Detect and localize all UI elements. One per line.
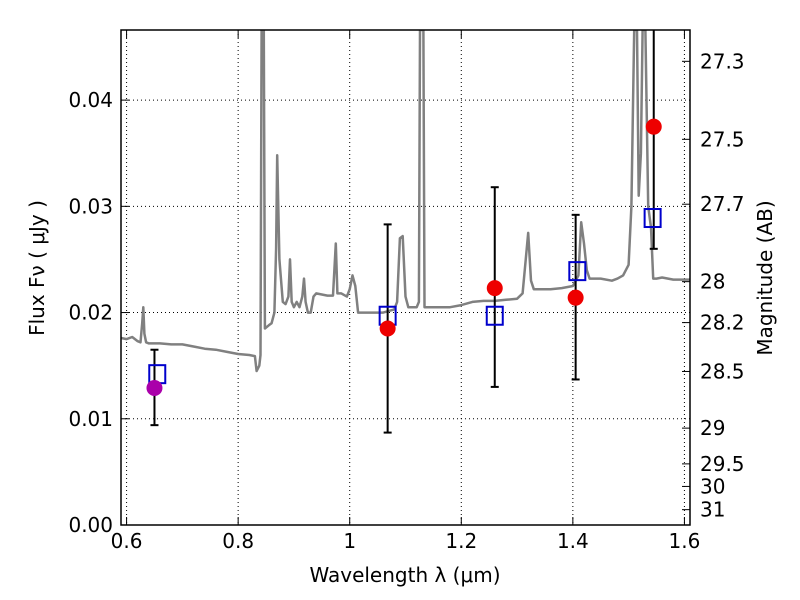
spectrum-line: [121, 30, 690, 373]
right-tick-label: 27.3: [700, 49, 745, 73]
plot-area: [121, 30, 690, 434]
axes: 0.6 0.8 1 1.2 1.4 1.6 0.00 0.01 0.02 0.03 0.04 27.3…: [68, 29, 745, 553]
x-tick-label: 1.4: [557, 529, 589, 553]
y-tick-label: 0.00: [68, 513, 113, 537]
right-tick-label: 27.7: [700, 192, 745, 216]
right-axis-title: Magnitude (AB): [753, 200, 777, 355]
plot-frame: [120, 29, 691, 526]
photometry-point: [486, 280, 503, 297]
model-square-marker: [148, 364, 167, 385]
photometry-point: [645, 118, 662, 135]
photometry-point: [567, 289, 584, 306]
x-axis-title: Wavelength λ (μm): [309, 563, 500, 587]
model-square-marker: [485, 305, 504, 326]
y-axis-title: Flux Fν ( μJy ): [25, 200, 49, 336]
y-tick-label: 0.03: [68, 194, 113, 218]
y-tick-label: 0.02: [68, 301, 113, 325]
model-square-marker: [568, 261, 587, 282]
right-tick-label: 27.5: [700, 127, 745, 151]
x-tick-label: 1.6: [669, 529, 701, 553]
right-tick-label: 29.5: [700, 452, 745, 476]
x-tick-label: 1: [343, 529, 356, 553]
model-square-marker: [643, 208, 662, 229]
photometry-point: [146, 379, 163, 396]
y-tick-label: 0.04: [68, 88, 113, 112]
photometry-point: [379, 320, 396, 337]
right-tick-label: 30: [700, 474, 725, 498]
right-tick-label: 28.5: [700, 359, 745, 383]
x-tick-label: 0.6: [111, 529, 143, 553]
right-tick-label: 29: [700, 416, 725, 440]
right-tick-label: 31: [700, 498, 725, 522]
x-tick-label: 1.2: [445, 529, 477, 553]
y-tick-label: 0.01: [68, 407, 113, 431]
x-tick-label: 0.8: [222, 529, 254, 553]
right-tick-label: 28: [700, 270, 725, 294]
right-tick-label: 28.2: [700, 311, 745, 335]
